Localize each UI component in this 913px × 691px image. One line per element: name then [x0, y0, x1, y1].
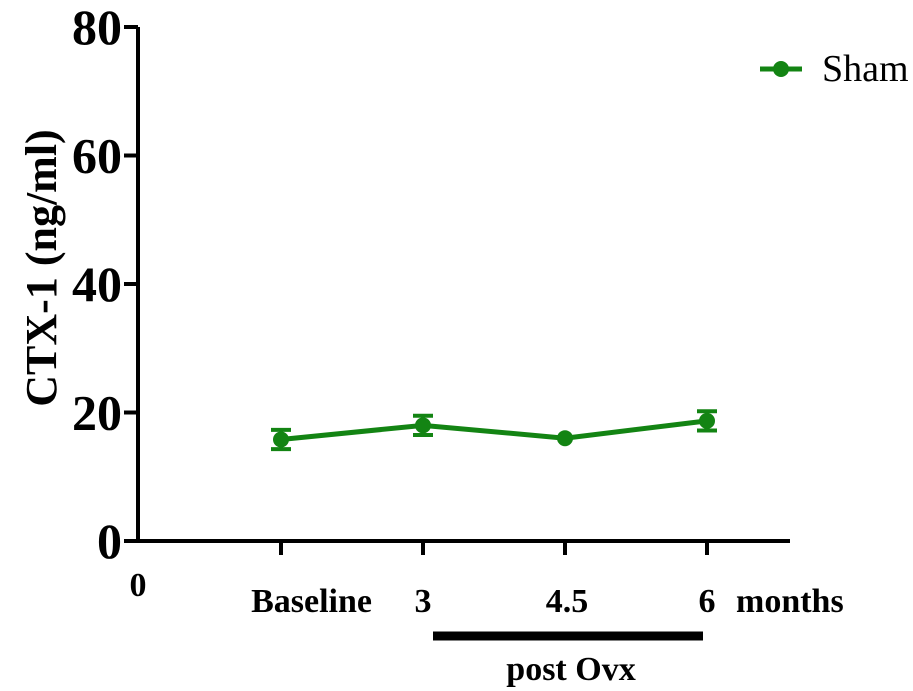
legend-label-sham: Sham — [822, 48, 909, 90]
x-tick-label: 3 — [415, 583, 432, 620]
legend: Sham — [760, 48, 909, 90]
x-ticks: Baseline 3 4.5 6 — [251, 541, 716, 620]
data-point — [415, 417, 431, 434]
data-point — [273, 431, 289, 448]
x-tick-label: 6 — [699, 583, 716, 620]
y-tick-label: 60 — [72, 128, 122, 184]
post-ovx-label: post Ovx — [506, 651, 635, 688]
x-origin-label: 0 — [130, 567, 147, 604]
axes — [136, 27, 790, 543]
x-tick-label: 4.5 — [546, 583, 589, 620]
x-unit-label: months — [736, 583, 844, 620]
y-tick-label: 40 — [72, 256, 122, 312]
x-tick-label: Baseline — [251, 583, 372, 620]
y-tick-label: 20 — [72, 385, 122, 441]
y-tick-label: 0 — [97, 513, 122, 569]
y-ticks: 0 20 40 60 80 — [72, 0, 138, 569]
y-tick-label: 80 — [72, 0, 122, 55]
plot-area — [271, 409, 717, 452]
series-line-sham — [280, 418, 708, 442]
legend-marker — [773, 61, 789, 77]
post-ovx-annotation: post Ovx — [433, 631, 703, 688]
data-point — [557, 430, 573, 447]
y-axis-title: CTX-1 (ng/ml) — [17, 129, 66, 406]
data-point — [699, 412, 715, 429]
